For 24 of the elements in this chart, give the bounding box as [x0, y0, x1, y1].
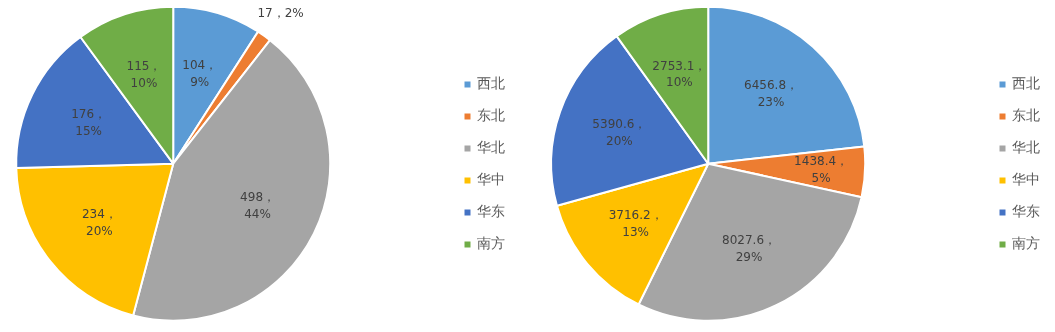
legend-label: 华东 [477, 203, 505, 221]
data-label: 17，2% [257, 5, 304, 20]
legend-label: 东北 [477, 107, 505, 125]
data-label: 5390.6，20% [592, 117, 647, 148]
data-label: 3716.2，13% [608, 208, 663, 240]
data-label: 6456.8，23% [744, 78, 799, 109]
legend-label: 华中 [477, 171, 505, 189]
legend-label: 南方 [1012, 235, 1040, 253]
data-label: 2753.1，10% [652, 58, 707, 90]
data-label: 234，20% [81, 206, 117, 238]
data-label: 1438.4，5% [794, 154, 849, 185]
data-label: 176，15% [71, 106, 107, 138]
legend-label: 西北 [477, 75, 505, 93]
data-label: 8027.6，29% [722, 233, 777, 264]
data-label: 115，10% [126, 58, 162, 90]
legend-label: 华北 [477, 139, 505, 157]
legend-label: 华北 [1012, 139, 1040, 157]
legend-label: 东北 [1012, 107, 1040, 125]
data-label: 104，9% [182, 57, 218, 89]
legend-label: 华东 [1012, 203, 1040, 221]
data-label: 498，44% [240, 190, 276, 222]
legend-label: 南方 [477, 235, 505, 253]
legend-label: 华中 [1012, 171, 1040, 189]
legend-label: 西北 [1012, 75, 1040, 93]
